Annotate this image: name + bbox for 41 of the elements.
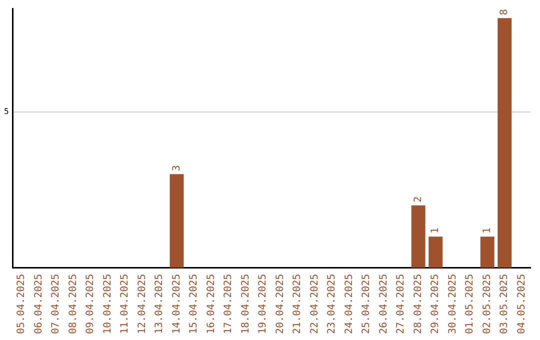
bar [411,205,426,268]
x-tick-label: 15.04.2025 [188,274,200,334]
y-tick-label: 5 [4,106,9,116]
data-label: 1 [430,228,442,234]
x-tick-label: 26.04.2025 [378,274,390,334]
x-tick-label: 01.05.2025 [464,274,476,334]
x-tick-label: 30.04.2025 [447,274,458,334]
x-tick-label: 09.04.2025 [85,274,96,334]
x-tick-label: 23.04.2025 [326,274,338,334]
x-tick-label: 17.04.2025 [223,274,234,334]
x-tick-label: 29.04.2025 [430,274,442,334]
bar [480,236,494,268]
bar [498,18,512,268]
x-tick-label: 21.04.2025 [292,274,304,334]
data-label: 1 [482,228,493,234]
x-tick-label: 02.05.2025 [482,274,493,334]
x-tick-label: 13.04.2025 [154,274,166,334]
x-tick-label: 16.04.2025 [206,274,217,334]
x-tick-label: 04.05.2025 [516,274,528,334]
x-tick-label: 28.04.2025 [412,274,424,334]
bar [170,174,184,268]
data-label: 2 [412,196,424,202]
x-tick-label: 03.05.2025 [499,274,510,334]
x-tick-label: 05.04.2025 [16,274,28,334]
x-tick-label: 25.04.2025 [361,274,372,334]
x-tick-label: 18.04.2025 [240,274,252,334]
x-tick-label: 14.04.2025 [171,274,182,334]
x-tick-label: 24.04.2025 [344,274,355,334]
bar [428,236,443,268]
x-tick-label: 07.04.2025 [50,274,62,334]
x-tick-label: 19.04.2025 [258,274,269,334]
x-tick-label: 12.04.2025 [136,274,148,334]
x-tick-label: 10.04.2025 [102,274,114,334]
x-tick-label: 08.04.2025 [68,274,79,334]
x-tick-label: 11.04.2025 [120,274,131,334]
x-tick-label: 06.04.2025 [33,274,44,334]
x-tick-label: 20.04.2025 [274,274,286,334]
data-label: 3 [171,165,182,172]
x-tick-label: 22.04.2025 [309,274,320,334]
x-tick-label: 27.04.2025 [396,274,407,334]
data-label: 8 [499,9,510,16]
